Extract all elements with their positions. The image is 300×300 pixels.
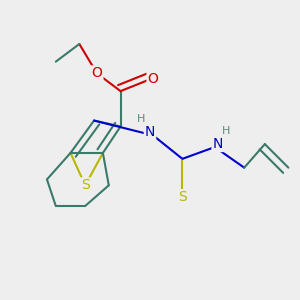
Text: S: S — [81, 178, 90, 192]
Text: H: H — [137, 114, 146, 124]
Text: N: N — [145, 125, 155, 139]
Text: S: S — [178, 190, 187, 204]
Text: N: N — [212, 137, 223, 151]
Text: H: H — [222, 126, 231, 136]
Text: O: O — [92, 66, 102, 80]
Text: O: O — [148, 72, 158, 86]
